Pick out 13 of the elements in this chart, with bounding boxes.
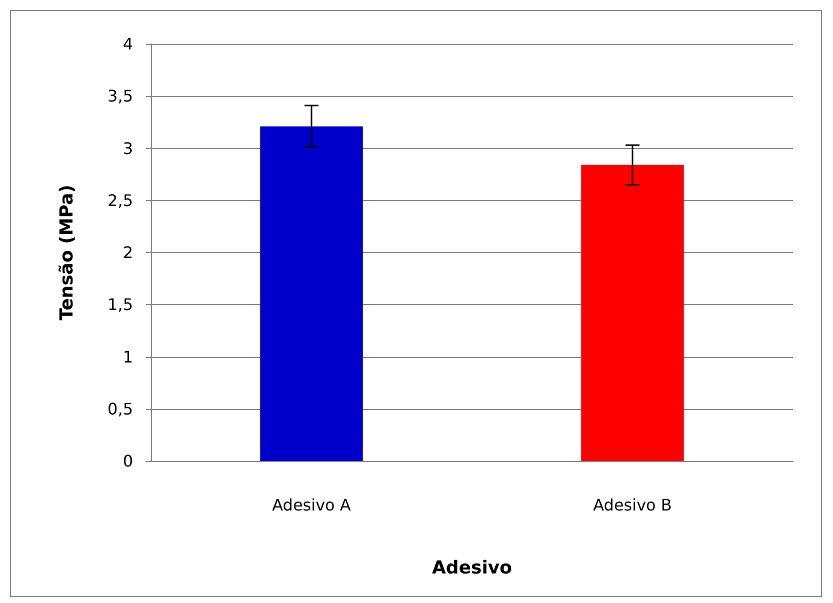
y-tick-label: 4	[122, 34, 133, 54]
x-tick-label: Adesivo B	[593, 496, 672, 514]
y-axis-title: Tensão (MPa)	[56, 184, 78, 320]
x-axis-title: Adesivo	[432, 558, 512, 578]
y-tick-label: 1,5	[108, 295, 133, 314]
y-tick-label: 0,5	[108, 399, 133, 418]
x-tick-label: Adesivo A	[272, 496, 351, 514]
y-tick-label: 2,5	[108, 190, 133, 210]
y-tick-label: 0	[122, 452, 133, 470]
y-tick-label: 3	[122, 138, 133, 158]
y-tick-label: 3,5	[108, 86, 133, 106]
y-tick-label: 1	[122, 347, 133, 366]
y-tick-label: 2	[122, 243, 133, 262]
